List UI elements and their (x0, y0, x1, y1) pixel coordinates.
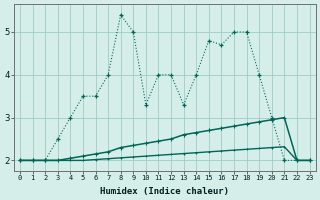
X-axis label: Humidex (Indice chaleur): Humidex (Indice chaleur) (100, 187, 229, 196)
